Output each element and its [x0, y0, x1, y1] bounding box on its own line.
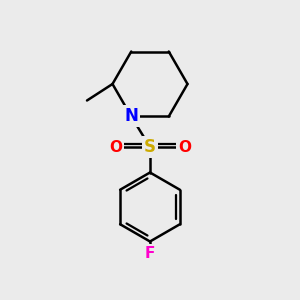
- Text: S: S: [144, 138, 156, 156]
- Text: F: F: [145, 246, 155, 261]
- Text: O: O: [178, 140, 191, 154]
- Text: N: N: [124, 107, 138, 125]
- Text: O: O: [109, 140, 122, 154]
